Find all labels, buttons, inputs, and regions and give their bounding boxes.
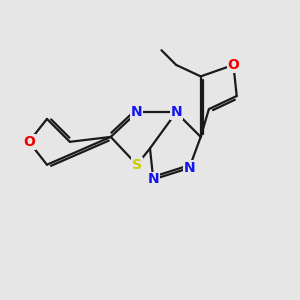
Text: N: N [170, 105, 182, 119]
Text: O: O [227, 58, 239, 72]
Text: N: N [131, 105, 143, 119]
Text: N: N [148, 172, 159, 186]
Text: S: S [132, 158, 142, 172]
Text: O: O [23, 135, 35, 149]
Text: N: N [183, 161, 195, 175]
